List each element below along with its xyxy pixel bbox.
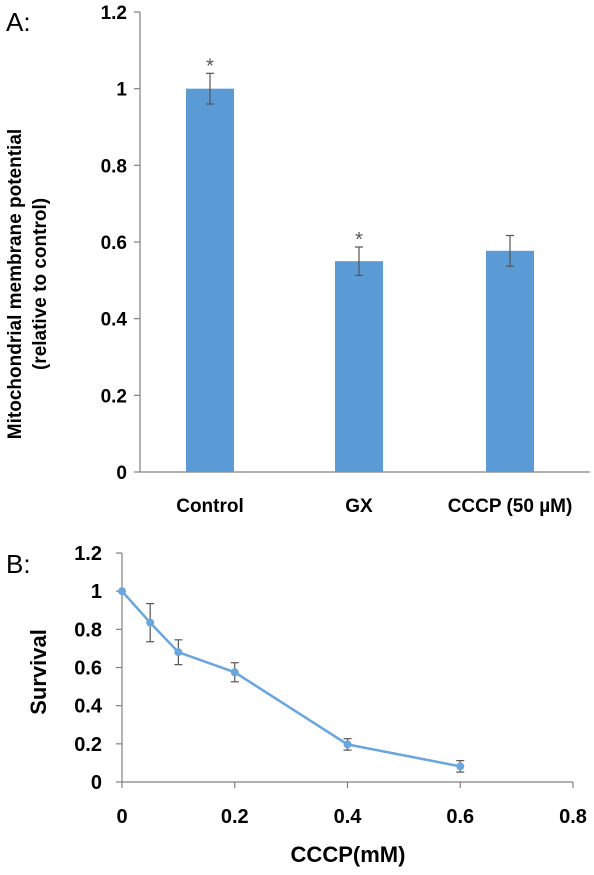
panel-a-category-label: CCCP (50 µM) <box>448 496 573 517</box>
panel-b-data-point <box>118 587 126 596</box>
panel-b-x-tick-label: 0 <box>116 806 127 828</box>
panel-b-x-axis-title: CCCP(mM) <box>291 842 406 867</box>
panel-b-data-point <box>456 762 465 771</box>
panel-b-y-tick-label: 0.4 <box>74 696 103 718</box>
panel-b-data-point <box>146 618 155 627</box>
panel-b-data-point <box>343 740 352 749</box>
panel-a-significance-mark: * <box>355 229 363 251</box>
panel-b-label: B: <box>6 549 31 579</box>
panel-b-x-tick-label: 0.2 <box>221 806 249 828</box>
panel-b-y-tick-label: 1 <box>91 581 102 603</box>
panel-b-x-tick-label: 0.4 <box>334 806 363 828</box>
panel-a-category-label: Control <box>176 496 244 517</box>
panel-b-x-tick-label: 0.8 <box>559 806 587 828</box>
panel-a-y-tick-label: 0.2 <box>101 386 127 407</box>
panel-a-bar-chart: A: 00.20.40.60.811.2 ** Control GX CCCP (5… <box>5 3 590 517</box>
panel-b-y-axis-title: Survival <box>26 629 51 715</box>
panel-a-y-tick-label: 1.2 <box>101 3 127 24</box>
panel-a-y-axis-subtitle: (relative to control) <box>30 198 51 370</box>
panel-a-y-tick-label: 0.8 <box>101 156 127 177</box>
panel-b-series-line <box>121 590 461 768</box>
panel-a-y-tick-label: 1 <box>116 80 127 101</box>
panel-a-bar <box>335 261 383 472</box>
panel-b-y-tick-label: 0.2 <box>74 734 102 756</box>
panel-a-label: A: <box>6 7 31 37</box>
panel-b-data-point <box>174 648 183 657</box>
panel-b-x-tick-label: 0.6 <box>446 806 474 828</box>
panel-b-y-ticks: 0 0.2 0.4 0.6 0.8 1 1.2 <box>74 543 122 794</box>
panel-b-line-chart: B: 0 0.2 0.4 0.6 0.8 1 1.2 0 0.2 0.4 0.6 0.8 Survi… <box>6 543 587 867</box>
panel-b-data-point <box>230 668 239 677</box>
panel-a-categories: Control GX CCCP (50 µM) <box>176 496 572 517</box>
panel-a-bar <box>186 88 234 473</box>
panel-a-bars: ** <box>186 55 534 473</box>
panel-a-y-tick-label: 0.6 <box>101 233 127 254</box>
panel-a-significance-mark: * <box>206 55 214 77</box>
panel-a-y-ticks: 0 0.2 0.4 0.6 0.8 1 1.2 <box>101 3 140 484</box>
panel-a-y-tick-label: 0.4 <box>101 310 128 331</box>
panel-b-y-tick-label: 0.8 <box>74 619 102 641</box>
panel-a-category-label: GX <box>345 496 373 517</box>
panel-a-y-axis-title: Mitochondrial membrane potential <box>5 129 26 439</box>
panel-b-series <box>118 587 465 773</box>
panel-a-bar <box>486 250 534 472</box>
panel-b-y-tick-label: 0 <box>91 772 102 794</box>
panel-b-y-tick-label: 0.6 <box>74 658 102 680</box>
panel-a-y-tick-label: 0 <box>116 463 127 484</box>
panel-b-y-tick-label: 1.2 <box>74 543 102 565</box>
panel-b-x-ticks: 0 0.2 0.4 0.6 0.8 <box>116 782 587 828</box>
